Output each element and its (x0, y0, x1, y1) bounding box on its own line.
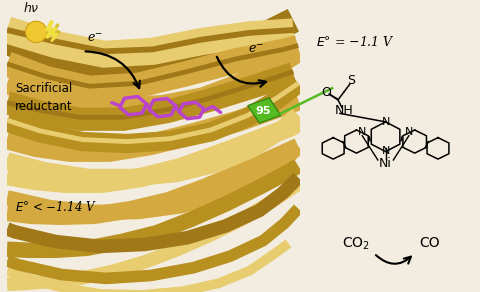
Polygon shape (5, 205, 302, 284)
Polygon shape (7, 178, 304, 291)
Text: e$^{-}$: e$^{-}$ (248, 43, 264, 56)
Text: CO$_2$: CO$_2$ (342, 235, 371, 252)
Polygon shape (4, 90, 302, 162)
Polygon shape (3, 42, 304, 118)
Polygon shape (3, 17, 294, 68)
Polygon shape (248, 98, 281, 123)
Polygon shape (7, 69, 294, 120)
Polygon shape (6, 81, 300, 144)
Text: NH: NH (335, 104, 353, 117)
FancyBboxPatch shape (300, 8, 473, 292)
Text: 95: 95 (255, 107, 271, 117)
Text: N: N (405, 127, 413, 137)
Polygon shape (4, 76, 304, 153)
Polygon shape (5, 173, 303, 253)
Polygon shape (5, 239, 291, 292)
Text: $h\nu$: $h\nu$ (23, 1, 39, 15)
Polygon shape (6, 43, 299, 89)
Text: Ni: Ni (379, 157, 392, 171)
Polygon shape (6, 113, 300, 178)
Polygon shape (4, 62, 297, 131)
Polygon shape (5, 141, 303, 220)
Text: $E$° < −1.14 V: $E$° < −1.14 V (15, 200, 96, 213)
Polygon shape (6, 27, 294, 54)
Polygon shape (5, 114, 303, 193)
Text: N: N (382, 146, 390, 156)
Text: CO: CO (419, 237, 440, 251)
Polygon shape (6, 138, 302, 225)
Polygon shape (7, 159, 302, 258)
Text: N: N (382, 117, 390, 127)
Text: O: O (322, 86, 331, 99)
Text: N: N (358, 127, 366, 137)
Polygon shape (1, 9, 299, 83)
Text: e$^{-}$: e$^{-}$ (87, 32, 103, 44)
Text: $E$° = −1.1 V: $E$° = −1.1 V (316, 35, 395, 48)
Text: S: S (348, 74, 356, 87)
Text: Sacrificial
reductant: Sacrificial reductant (15, 82, 72, 113)
Polygon shape (3, 35, 301, 101)
Circle shape (25, 21, 47, 43)
Polygon shape (5, 109, 304, 186)
